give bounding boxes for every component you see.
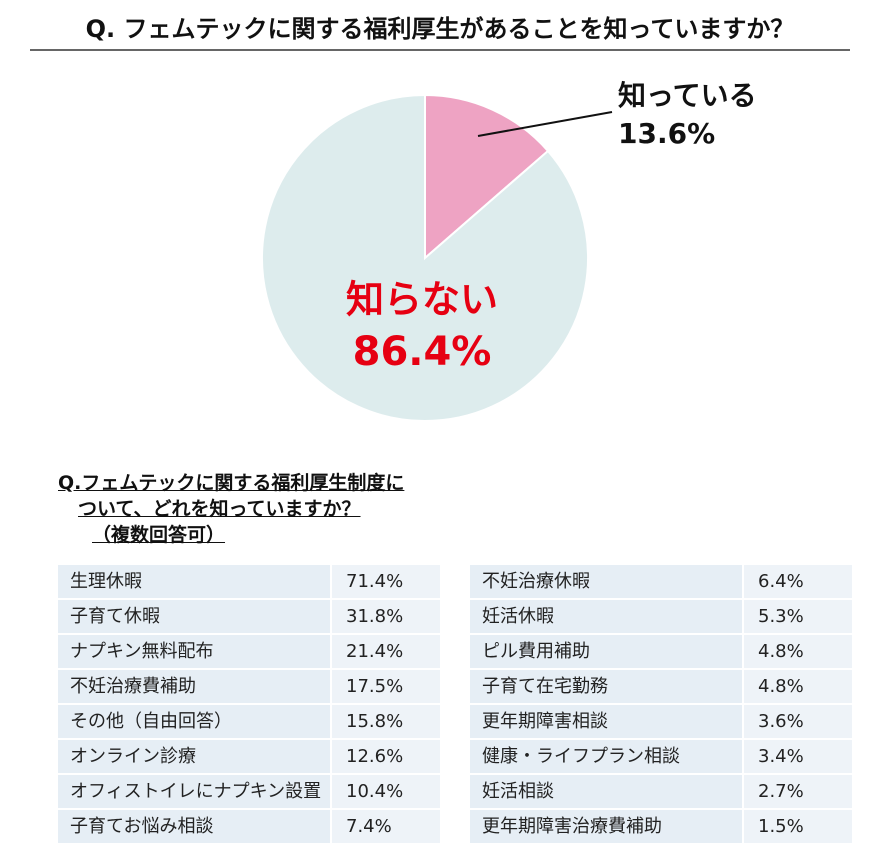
row-label: オンライン診療 <box>58 740 330 773</box>
pie-chart: Q. フェムテックに関する福利厚生があることを知っていますか？ 知っている 13… <box>30 15 850 422</box>
row-label: 更年期障害相談 <box>470 705 742 738</box>
table-row: 子育て休暇 31.8% <box>58 600 440 633</box>
row-label: 生理休暇 <box>58 565 330 598</box>
row-label: 妊活相談 <box>470 775 742 808</box>
pie-slice <box>424 93 550 261</box>
pie-slice <box>261 93 589 422</box>
table-row: ピル費用補助 4.8% <box>470 635 852 668</box>
table-row: 子育てお悩み相談 7.4% <box>58 810 440 843</box>
table-row: 不妊治療休暇 6.4% <box>470 565 852 598</box>
row-label: 子育てお悩み相談 <box>58 810 330 843</box>
row-label: その他（自由回答） <box>58 705 330 738</box>
slice-label: 知らない <box>346 278 498 322</box>
table-row: その他（自由回答） 15.8% <box>58 705 440 738</box>
table-row: 生理休暇 71.4% <box>58 565 440 598</box>
row-value: 7.4% <box>332 810 440 843</box>
row-label: ナプキン無料配布 <box>58 635 330 668</box>
table-row: 妊活相談 2.7% <box>470 775 852 808</box>
leader-line <box>477 111 613 137</box>
row-value: 21.4% <box>332 635 440 668</box>
row-value: 15.8% <box>332 705 440 738</box>
slices <box>261 93 589 422</box>
table-title: Q.フェムテックに関する福利厚生制度に <box>58 472 405 494</box>
table-row: 更年期障害相談 3.6% <box>470 705 852 738</box>
row-label: 妊活休暇 <box>470 600 742 633</box>
row-label: 不妊治療費補助 <box>58 670 330 703</box>
row-value: 1.5% <box>744 810 852 843</box>
table-row: オンライン診療 12.6% <box>58 740 440 773</box>
row-value: 4.8% <box>744 635 852 668</box>
row-label: ピル費用補助 <box>470 635 742 668</box>
table-row: 子育て在宅勤務 4.8% <box>470 670 852 703</box>
row-value: 5.3% <box>744 600 852 633</box>
table-row: 更年期障害治療費補助 1.5% <box>470 810 852 843</box>
row-label: 健康・ライフプラン相談 <box>470 740 742 773</box>
table-row: 不妊治療費補助 17.5% <box>58 670 440 703</box>
chart-title: Q. フェムテックに関する福利厚生があることを知っていますか？ <box>86 15 795 43</box>
row-label: 子育て在宅勤務 <box>470 670 742 703</box>
table-right: 不妊治療休暇 6.4% 妊活休暇 5.3% ピル費用補助 4.8% 子育て在宅勤務 4.8% 更… <box>470 565 852 845</box>
table-title: ついて、どれを知っていますか？ <box>78 498 361 520</box>
row-value: 3.4% <box>744 740 852 773</box>
table-row: オフィストイレにナプキン設置 10.4% <box>58 775 440 808</box>
row-value: 17.5% <box>332 670 440 703</box>
value-label: 13.6% <box>618 117 715 150</box>
row-value: 4.8% <box>744 670 852 703</box>
table-row: 健康・ライフプラン相談 3.4% <box>470 740 852 773</box>
row-value: 31.8% <box>332 600 440 633</box>
table-left: 生理休暇 71.4% 子育て休暇 31.8% ナプキン無料配布 21.4% 不妊治療費補助 1… <box>58 565 440 845</box>
row-value: 3.6% <box>744 705 852 738</box>
slice-label: 知っている <box>618 79 757 112</box>
row-label: オフィストイレにナプキン設置 <box>58 775 330 808</box>
row-label: 更年期障害治療費補助 <box>470 810 742 843</box>
row-value: 6.4% <box>744 565 852 598</box>
row-label: 不妊治療休暇 <box>470 565 742 598</box>
row-value: 10.4% <box>332 775 440 808</box>
table-row: ナプキン無料配布 21.4% <box>58 635 440 668</box>
table-row: 妊活休暇 5.3% <box>470 600 852 633</box>
value-label: 86.4% <box>353 329 492 375</box>
row-value: 2.7% <box>744 775 852 808</box>
row-value: 12.6% <box>332 740 440 773</box>
row-value: 71.4% <box>332 565 440 598</box>
table-title: （複数回答可） <box>92 524 226 546</box>
row-label: 子育て休暇 <box>58 600 330 633</box>
